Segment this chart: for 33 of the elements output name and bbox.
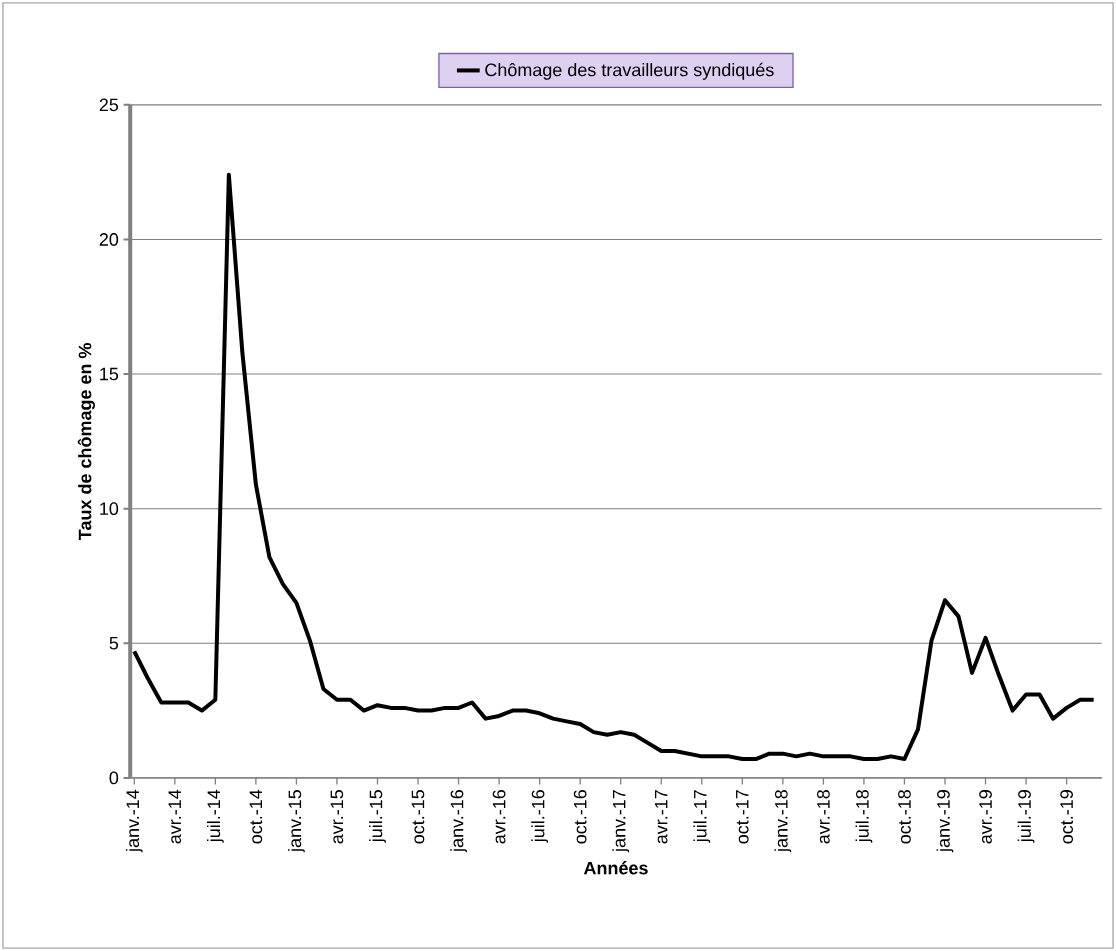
x-tick-label: janv.-15 — [288, 789, 305, 853]
x-tick-label: janv.-17 — [612, 790, 630, 853]
x-tick-label: juil.-18 — [855, 790, 873, 843]
x-tick-label: juil.-16 — [531, 790, 549, 843]
legend-label: Chômage des travailleurs syndiqués — [485, 62, 774, 80]
x-tick-label: oct.-16 — [573, 790, 587, 844]
x-tick-label: janv.-18 — [774, 790, 792, 853]
x-tick-label: avr.-19 — [979, 790, 992, 844]
y-tick-label: 0 — [109, 771, 119, 785]
y-tick-label: 15 — [100, 367, 119, 381]
x-tick-label: oct.-18 — [898, 790, 911, 844]
x-tick-label: oct.-14 — [249, 789, 263, 844]
y-axis-title: Taux de chômage en % — [77, 343, 95, 540]
x-tick-label: avr.-16 — [492, 790, 506, 844]
x-tick-label: janv.-14 — [125, 789, 143, 853]
x-tick-label: juil.-14 — [206, 789, 224, 843]
x-tick-label: janv.-16 — [450, 790, 467, 853]
y-tick-label: 25 — [99, 98, 119, 112]
x-axis-title: Années — [583, 861, 648, 875]
x-tick-label: oct.-19 — [1060, 790, 1073, 844]
y-tick-label: 10 — [100, 502, 119, 515]
y-tick-label: 20 — [99, 233, 119, 246]
x-tick-label: janv.-19 — [936, 790, 954, 853]
x-tick-label: oct.-17 — [736, 790, 749, 844]
x-tick-label: oct.-15 — [411, 789, 425, 844]
x-tick-label: avr.-15 — [330, 789, 344, 844]
x-tick-label: juil.-19 — [1017, 790, 1035, 843]
x-tick-label: juil.-17 — [693, 790, 711, 843]
x-tick-label: avr.-17 — [654, 790, 668, 844]
x-tick-label: avr.-14 — [168, 789, 182, 844]
y-tick-label: 5 — [109, 636, 119, 650]
x-tick-label: juil.-15 — [369, 789, 386, 843]
x-tick-label: avr.-18 — [817, 790, 830, 844]
